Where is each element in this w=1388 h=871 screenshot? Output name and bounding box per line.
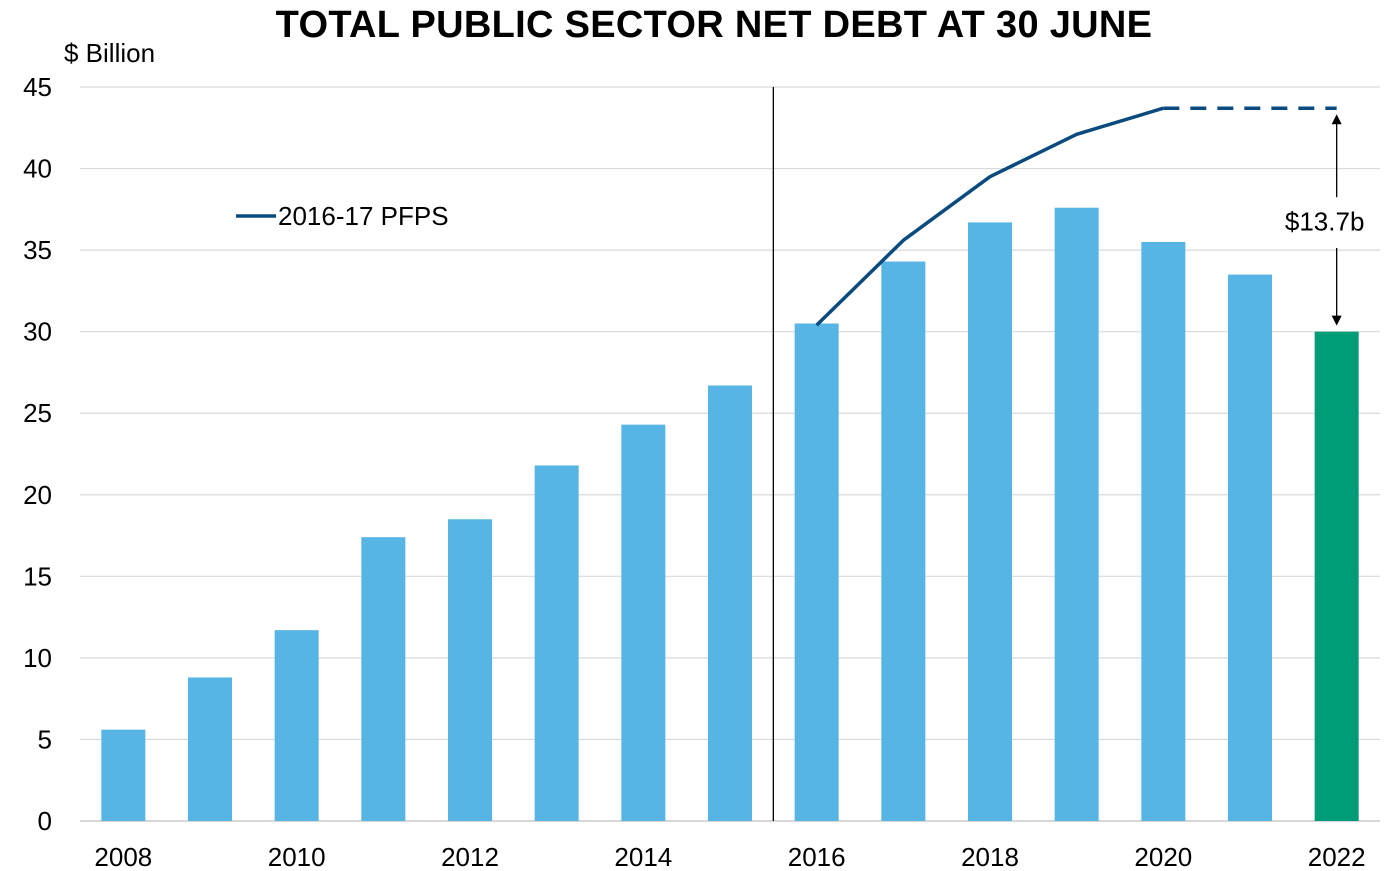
bar-2016 <box>794 323 839 821</box>
line-series <box>815 106 1337 327</box>
x-tick-label: 2010 <box>268 842 326 871</box>
annotation-arrowhead-up <box>1331 114 1342 125</box>
chart-title: TOTAL PUBLIC SECTOR NET DEBT AT 30 JUNE <box>275 4 1153 46</box>
y-tick-label: 30 <box>23 317 52 347</box>
bar-2014 <box>621 424 666 821</box>
bar-series <box>101 207 1359 822</box>
x-tick-label: 2008 <box>94 842 152 871</box>
y-tick-label: 45 <box>23 72 52 102</box>
series-line-pfps <box>815 106 1164 327</box>
bar-2019 <box>1054 207 1099 822</box>
bar-2017 <box>881 261 926 821</box>
legend: 2016-17 PFPS <box>236 201 449 231</box>
bar-2018 <box>968 222 1012 822</box>
y-tick-label: 0 <box>38 806 52 836</box>
bar-2011 <box>361 537 406 821</box>
bar-2010 <box>274 630 319 821</box>
bar-2015 <box>708 385 752 821</box>
bar-2022 <box>1314 331 1359 821</box>
bar-2008 <box>101 729 146 821</box>
y-axis-unit-label: $ Billion <box>64 38 156 68</box>
x-tick-label: 2014 <box>614 842 672 871</box>
y-tick-label: 40 <box>23 154 52 184</box>
x-tick-label: 2012 <box>441 842 499 871</box>
annotation-arrowhead-down <box>1331 315 1342 326</box>
y-axis-ticks: 0 5 10 15 20 25 30 35 40 45 <box>23 72 52 836</box>
x-tick-label: 2018 <box>961 842 1019 871</box>
x-tick-label: 2022 <box>1308 842 1366 871</box>
y-tick-label: 5 <box>38 724 52 754</box>
y-tick-label: 20 <box>23 480 52 510</box>
difference-annotation: $13.7b <box>1285 114 1365 326</box>
legend-label: 2016-17 PFPS <box>278 201 449 231</box>
x-tick-label: 2016 <box>788 842 846 871</box>
y-tick-label: 10 <box>23 643 52 673</box>
bar-2009 <box>188 677 232 821</box>
bar-2013 <box>534 465 579 821</box>
annotation-label: $13.7b <box>1285 207 1365 237</box>
bar-2012 <box>448 519 492 821</box>
x-tick-label: 2020 <box>1134 842 1192 871</box>
y-tick-label: 35 <box>23 235 52 265</box>
bar-2020 <box>1141 241 1186 821</box>
y-tick-label: 25 <box>23 398 52 428</box>
y-tick-label: 15 <box>23 561 52 591</box>
x-axis-ticks: 2008 2010 2012 2014 2016 2018 2020 2022 <box>94 842 1365 871</box>
bar-2021 <box>1228 274 1272 822</box>
